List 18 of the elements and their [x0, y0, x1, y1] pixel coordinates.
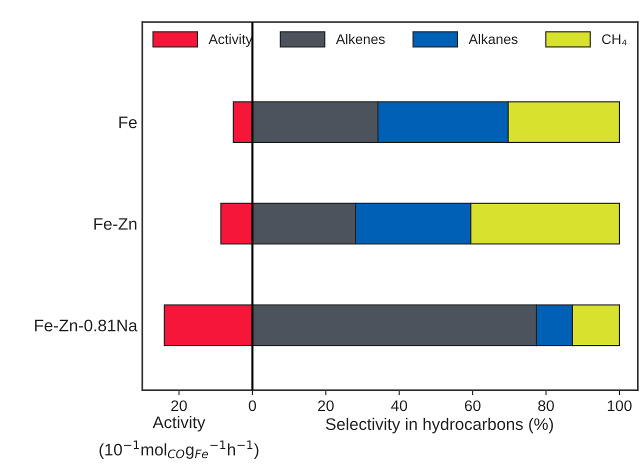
legend-label: Alkenes	[336, 34, 385, 44]
x-tick-label: 20	[318, 400, 334, 412]
legend-label: CH₄	[602, 34, 627, 46]
x-tick-label: 100	[608, 400, 632, 412]
text: Activity (10$^{−1}$mol$_{CO}$g$_{Fe}$$^{−1}$h$^{−1}$)	[100, 416, 258, 459]
x-tick-label: 40	[391, 400, 408, 412]
legend-label: Alkanes	[468, 34, 518, 44]
y-tick-label: Fe	[119, 116, 137, 128]
bar	[220, 202, 253, 245]
y-tick-label: Fe-Zn-0.81Na	[35, 320, 138, 332]
x-tick-label: 0	[248, 400, 256, 412]
x-tick-label: 20	[171, 400, 187, 412]
x-axis-title: Selectivity in hydrocarbons (%)	[326, 418, 553, 434]
y-tick-label: Fe-Zn	[94, 218, 136, 230]
bar	[232, 101, 253, 143]
x-tick-label: 80	[538, 400, 554, 412]
x-tick-label: 60	[464, 400, 481, 412]
bar	[164, 304, 253, 346]
